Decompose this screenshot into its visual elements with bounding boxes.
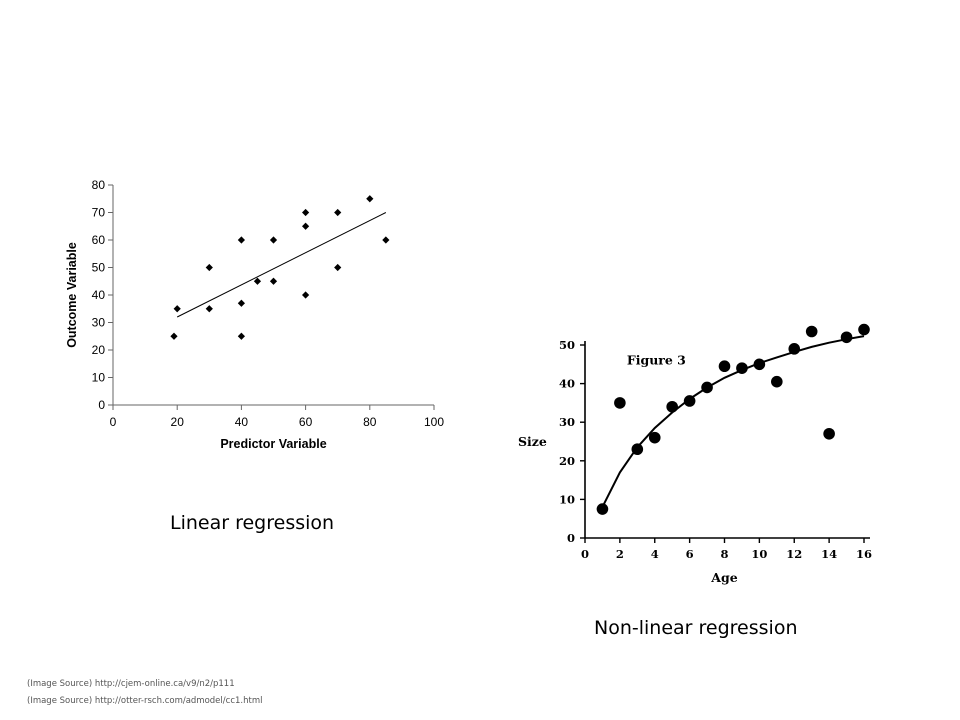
figure-annotation: Figure 3 xyxy=(627,352,686,367)
data-point-diamond xyxy=(237,299,245,307)
y-tick-label: 10 xyxy=(559,492,575,506)
linear-regression-chart: 0 10 20 30 40 50 60 70 80 0 20 40 60 80 100 Predictor V… xyxy=(65,178,444,451)
x-tick-label: 12 xyxy=(786,547,802,561)
fitted-curve xyxy=(601,335,865,508)
x-tick-label: 60 xyxy=(299,415,313,429)
y-tick-label: 0 xyxy=(567,531,575,545)
x-tick-label: 4 xyxy=(651,547,659,561)
data-point-diamond xyxy=(205,263,213,272)
x-tick-label: 0 xyxy=(581,547,589,561)
image-source-line-2: (Image Source) http://otter-rsch.com/adm… xyxy=(27,696,263,706)
y-tick-label: 20 xyxy=(92,343,106,357)
data-point-circle xyxy=(648,431,661,444)
x-axis-title: Predictor Variable xyxy=(220,437,326,451)
y-tick-label: 10 xyxy=(92,371,106,385)
caption-nonlinear-regression: Non-linear regression xyxy=(594,617,798,639)
x-tick-label: 100 xyxy=(424,415,444,429)
x-tick-label: 0 xyxy=(110,415,117,429)
y-tick-label: 50 xyxy=(559,338,575,352)
data-point-diamond xyxy=(382,236,390,244)
data-point-diamond xyxy=(237,236,245,244)
data-point-diamond xyxy=(302,291,310,299)
y-tick-label: 60 xyxy=(92,233,106,247)
y-axis-title: Size xyxy=(518,434,547,449)
data-point-diamond xyxy=(334,263,342,272)
regression-line xyxy=(176,212,387,318)
data-point-diamond xyxy=(334,208,342,217)
data-point-diamond xyxy=(170,332,178,340)
data-point-circle xyxy=(596,503,609,515)
data-point-circle xyxy=(718,360,731,373)
y-tick-label: 0 xyxy=(98,398,105,412)
x-tick-label: 20 xyxy=(171,415,185,429)
data-point-circle xyxy=(858,323,870,336)
y-tick-label: 30 xyxy=(559,415,575,429)
data-point-circle xyxy=(666,400,678,413)
y-axis-title: Outcome Variable xyxy=(65,242,79,348)
data-point-circle xyxy=(788,343,801,355)
data-point-diamond xyxy=(205,305,213,313)
x-tick-label: 6 xyxy=(686,547,694,561)
y-tick-label: 80 xyxy=(92,178,106,192)
x-tick-label: 8 xyxy=(720,547,728,561)
data-point-circle xyxy=(753,358,766,371)
data-point-diamond xyxy=(173,305,181,313)
x-tick-label: 2 xyxy=(616,547,624,561)
data-point-circle xyxy=(631,443,644,456)
data-point-circle xyxy=(736,362,748,374)
x-tick-label: 40 xyxy=(235,415,249,429)
data-point-circle xyxy=(840,331,853,344)
data-point-circle xyxy=(823,427,835,440)
image-source-line-1: (Image Source) http://cjem-online.ca/v9/… xyxy=(27,679,235,689)
y-tick-label: 40 xyxy=(559,377,575,391)
data-point-diamond xyxy=(253,277,262,285)
y-tick-label: 30 xyxy=(92,316,106,330)
x-tick-label: 80 xyxy=(363,415,377,429)
data-point-circle xyxy=(683,395,696,407)
y-tick-label: 40 xyxy=(92,288,106,302)
data-point-diamond xyxy=(269,277,278,285)
data-point-diamond xyxy=(366,195,374,203)
y-tick-label: 20 xyxy=(559,454,575,468)
data-point-diamond xyxy=(237,332,245,340)
data-point-diamond xyxy=(302,208,310,217)
x-tick-label: 14 xyxy=(821,547,837,561)
data-point-diamond xyxy=(269,236,278,244)
data-point-circle xyxy=(771,375,783,388)
caption-linear-regression: Linear regression xyxy=(170,512,335,534)
data-point-circle xyxy=(614,397,626,409)
x-axis-title: Age xyxy=(710,570,737,585)
y-tick-label: 50 xyxy=(92,261,106,275)
x-tick-label: 16 xyxy=(856,547,872,561)
data-point-diamond xyxy=(302,222,310,230)
y-tick-label: 70 xyxy=(92,206,106,220)
x-tick-label: 10 xyxy=(751,547,767,561)
data-point-circle xyxy=(805,325,818,338)
data-point-circle xyxy=(701,381,713,394)
nonlinear-regression-chart: 0 10 20 30 40 50 0 2 4 6 8 10 12 14 16 Age Size Figure 3 xyxy=(518,323,872,585)
